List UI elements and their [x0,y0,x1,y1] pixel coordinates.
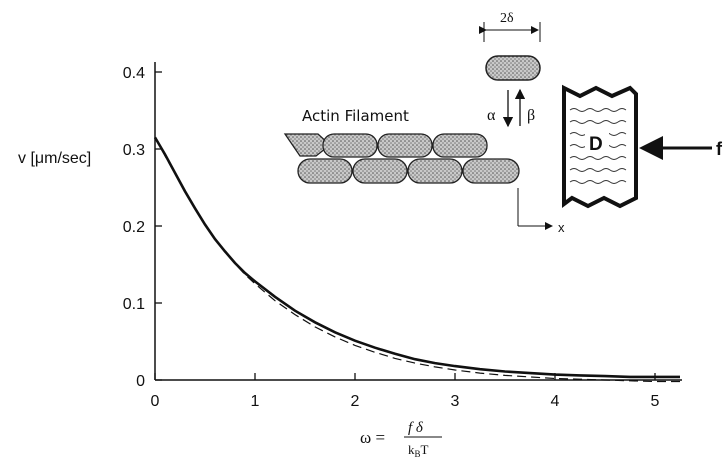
inset-schematic: 2δ α β Actin Filament x [283,11,723,235]
x-label-numerator: f δ [408,420,424,436]
alpha-label: α [487,107,496,124]
x-tick-label: 5 [651,393,660,410]
series-layer [153,136,680,383]
actin-filament [283,133,520,184]
filament-monomer [432,133,488,158]
filament-monomer [377,133,433,158]
filament-monomer [352,158,408,184]
filament-label: Actin Filament [302,107,409,125]
width-label: 2δ [500,11,514,26]
wall-label-bg [585,130,609,154]
x-tick-label: 2 [351,393,360,410]
filament-broken-end [283,133,332,157]
x-tick-label: 4 [551,393,560,410]
force-label: f [716,139,723,159]
solid-series-line [153,136,680,379]
filament-monomer [462,158,520,184]
x-axis-label: ω = f δ kBT [360,420,442,459]
filament-monomer [297,158,353,184]
y-tick-label: 0.4 [123,65,145,82]
barrier-wall: D [562,84,638,209]
wall-label: D [589,134,603,155]
x-ticks: 0 1 2 3 4 5 [151,373,660,410]
y-ticks: 0 0.1 0.2 0.3 0.4 [123,65,162,390]
dashed-series-line [154,137,680,383]
x-tick-label: 0 [151,393,160,410]
filament-monomer [407,158,463,184]
x-direction-label: x [558,220,565,235]
x-label-prefix: ω = [360,428,385,447]
y-tick-label: 0.1 [123,296,145,313]
x-tick-label: 1 [251,393,260,410]
y-tick-label: 0 [136,373,145,390]
filament-monomer [322,133,378,158]
x-label-denominator: kBT [408,442,429,459]
free-monomer [485,55,541,81]
beta-label: β [527,107,535,124]
y-axis-label: v [μm/sec] [18,150,91,167]
x-tick-label: 3 [451,393,460,410]
y-tick-label: 0.3 [123,142,145,159]
y-tick-label: 0.2 [123,219,145,236]
